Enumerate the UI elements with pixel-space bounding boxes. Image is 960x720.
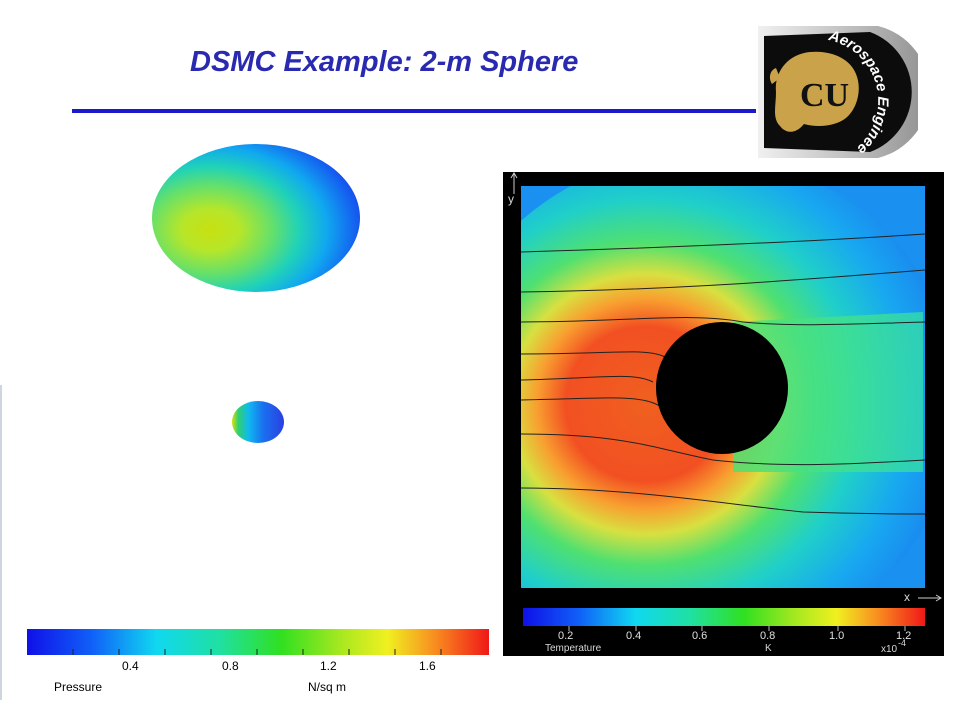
pressure-tick-2: 1.2 [320,659,337,673]
temperature-quantity-label: Temperature [545,643,602,654]
cu-monogram: CU [800,77,849,114]
pressure-unit-label: N/sq m [308,680,347,694]
x-axis-label: x [904,590,910,604]
pressure-tick-1: 0.8 [222,659,239,673]
temperature-scale-label: x10 [881,644,898,655]
pressure-colorbar [27,629,489,655]
pressure-tick-3: 1.6 [419,659,436,673]
pressure-quantity-label: Pressure [54,680,103,694]
sphere-body [656,322,788,454]
temp-tick-4: 1.0 [829,630,845,642]
temp-tick-3: 0.8 [760,630,776,642]
buffalo-icon [769,51,859,132]
slide-title: DSMC Example: 2-m Sphere [190,46,579,78]
y-axis-label: y [508,192,514,206]
temperature-field-panel: y x 0.2 0.4 0.6 0.8 1.0 1.2 Temperature … [503,172,944,656]
title-underline [72,109,756,113]
pressure-sphere-large [152,144,360,292]
pressure-sphere-small [232,401,284,443]
temp-tick-2: 0.6 [692,630,708,642]
temperature-scale-exponent: -4 [898,638,907,648]
temp-tick-0: 0.2 [558,630,574,642]
cu-aerospace-logo: CU Aerospace Engineering [758,22,918,158]
left-edge-divider [0,385,2,700]
temp-tick-5: 1.2 [896,630,912,642]
pressure-tick-0: 0.4 [122,659,139,673]
temperature-unit-label: K [765,643,772,654]
temp-tick-1: 0.4 [626,630,642,642]
temperature-contour-plot [503,172,944,656]
